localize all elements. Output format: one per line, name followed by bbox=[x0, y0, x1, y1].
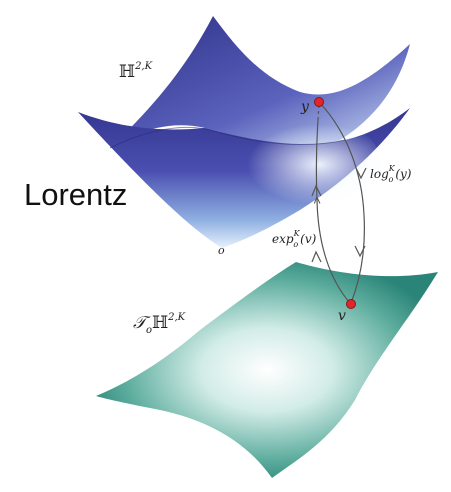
hyperboloid-highlight bbox=[220, 115, 380, 205]
point-v-label: v bbox=[338, 308, 346, 324]
exp-arrowhead-lower bbox=[311, 250, 322, 263]
exp-map-arrow bbox=[316, 119, 351, 304]
point-v bbox=[346, 299, 356, 309]
hyperboloid-symbol: ℍ bbox=[119, 62, 135, 82]
origin-label: o bbox=[218, 244, 225, 257]
log-map-arrow bbox=[319, 102, 365, 304]
hyperboloid-back-surface bbox=[110, 16, 410, 148]
tangent-space-label: 𝒯oℍ2,K bbox=[133, 312, 186, 336]
log-arrowhead-lower bbox=[354, 245, 366, 258]
log-map-label: logK o (y) bbox=[370, 164, 412, 184]
hyperboloid-superscript: 2,K bbox=[134, 61, 153, 72]
hyperboloid-label: ℍ2,K bbox=[119, 61, 153, 82]
tangent-superscript: 2,K bbox=[167, 312, 186, 323]
tangent-manifold-symbol: ℍ bbox=[152, 313, 168, 333]
exp-arrowhead-upper bbox=[311, 184, 322, 197]
point-y bbox=[314, 97, 324, 107]
exp-map-label: expK o (v) bbox=[272, 229, 317, 249]
tangent-subscript: o bbox=[146, 325, 152, 336]
tangent-plane-surface bbox=[96, 262, 438, 478]
hyperboloid-fold bbox=[109, 126, 346, 149]
lorentz-heading: Lorentz bbox=[24, 177, 127, 212]
point-y-label: y bbox=[300, 99, 310, 115]
log-arrowhead-upper bbox=[355, 167, 367, 180]
